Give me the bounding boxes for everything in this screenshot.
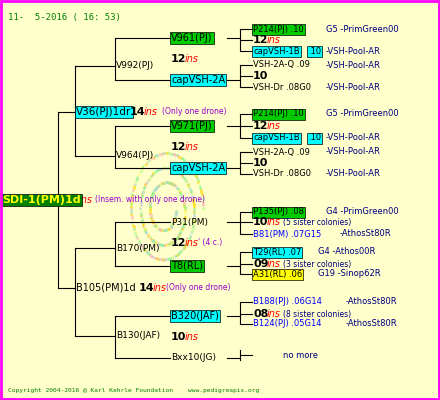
Text: no more: no more	[283, 350, 318, 360]
Text: ins: ins	[267, 259, 281, 269]
Text: VSH-Dr .08G0: VSH-Dr .08G0	[253, 82, 311, 92]
Text: B188(PJ) .06G14: B188(PJ) .06G14	[253, 298, 322, 306]
Text: ins: ins	[267, 309, 281, 319]
Text: 09: 09	[253, 259, 268, 269]
Text: B320(JAF): B320(JAF)	[171, 311, 219, 321]
Text: .10: .10	[308, 134, 321, 142]
Text: ins: ins	[79, 195, 93, 205]
Text: V971(PJ): V971(PJ)	[171, 121, 213, 131]
Text: 12: 12	[171, 238, 187, 248]
Text: B81(PM) .07G15: B81(PM) .07G15	[253, 230, 321, 238]
Text: G19 -Sinop62R: G19 -Sinop62R	[318, 270, 381, 278]
Text: (3 sister colonies): (3 sister colonies)	[283, 260, 351, 268]
Text: 10: 10	[171, 332, 187, 342]
Text: capVSH-1B: capVSH-1B	[253, 46, 300, 56]
Text: B130(JAF): B130(JAF)	[116, 332, 160, 340]
Text: -VSH-Pool-AR: -VSH-Pool-AR	[326, 134, 381, 142]
Text: ins: ins	[267, 217, 281, 227]
Text: 14: 14	[130, 107, 146, 117]
Text: 11-  5-2016 ( 16: 53): 11- 5-2016 ( 16: 53)	[8, 13, 121, 22]
Text: ins: ins	[267, 35, 281, 45]
Text: (8 sister colonies): (8 sister colonies)	[283, 310, 351, 318]
Text: 10: 10	[253, 158, 268, 168]
Text: -VSH-Pool-AR: -VSH-Pool-AR	[326, 148, 381, 156]
Text: 12: 12	[253, 121, 268, 131]
Text: -VSH-Pool-AR: -VSH-Pool-AR	[326, 60, 381, 70]
Text: Copyright 2004-2016 @ Karl Kehrle Foundation    www.pedigreapis.org: Copyright 2004-2016 @ Karl Kehrle Founda…	[8, 388, 259, 393]
Text: 08: 08	[253, 309, 268, 319]
Text: VSH-Dr .08G0: VSH-Dr .08G0	[253, 170, 311, 178]
Text: -VSH-Pool-AR: -VSH-Pool-AR	[326, 46, 381, 56]
Text: ins: ins	[185, 142, 199, 152]
Text: 12: 12	[171, 142, 187, 152]
Text: 10: 10	[253, 71, 268, 81]
Text: Bxx10(JG): Bxx10(JG)	[171, 354, 216, 362]
Text: capVSH-2A: capVSH-2A	[171, 75, 225, 85]
Text: T8(RL): T8(RL)	[171, 261, 203, 271]
Text: SDI-1(PM)1d: SDI-1(PM)1d	[2, 195, 81, 205]
Text: G4 -PrimGreen00: G4 -PrimGreen00	[326, 208, 399, 216]
Text: ins: ins	[185, 332, 199, 342]
Text: 12: 12	[171, 54, 187, 64]
Text: ins: ins	[185, 238, 199, 248]
Text: ' (4 c.): ' (4 c.)	[198, 238, 222, 248]
Text: -AthosSt80R: -AthosSt80R	[346, 298, 398, 306]
Text: ins: ins	[144, 107, 158, 117]
Text: B105(PM)1d: B105(PM)1d	[76, 283, 136, 293]
Text: V961(PJ): V961(PJ)	[171, 33, 213, 43]
Text: .10: .10	[308, 46, 321, 56]
Text: P31(PM): P31(PM)	[171, 218, 208, 226]
Text: 15: 15	[63, 194, 81, 206]
Text: B124(PJ) .05G14: B124(PJ) .05G14	[253, 320, 322, 328]
Text: V992(PJ): V992(PJ)	[116, 62, 154, 70]
Text: 10: 10	[253, 217, 268, 227]
Text: 14: 14	[139, 283, 154, 293]
Text: A31(RL) .06: A31(RL) .06	[253, 270, 302, 278]
Text: V36(PJ)1dr: V36(PJ)1dr	[76, 107, 131, 117]
Text: B170(PM): B170(PM)	[116, 244, 160, 252]
Text: -VSH-Pool-AR: -VSH-Pool-AR	[326, 170, 381, 178]
Text: ins: ins	[153, 283, 167, 293]
Text: -AthosSt80R: -AthosSt80R	[340, 230, 392, 238]
Text: (Insem. with only one drone): (Insem. with only one drone)	[95, 196, 205, 204]
Text: ins: ins	[185, 54, 199, 64]
Text: -VSH-Pool-AR: -VSH-Pool-AR	[326, 82, 381, 92]
Text: VSH-2A-Q .09: VSH-2A-Q .09	[253, 60, 310, 70]
Text: capVSH-2A: capVSH-2A	[171, 163, 225, 173]
Text: V964(PJ): V964(PJ)	[116, 152, 154, 160]
Text: G4 -Athos00R: G4 -Athos00R	[318, 248, 375, 256]
Text: VSH-2A-Q .09: VSH-2A-Q .09	[253, 148, 310, 156]
Text: 12: 12	[253, 35, 268, 45]
Text: P214(PJ) .10: P214(PJ) .10	[253, 24, 304, 34]
Text: (Only one drone): (Only one drone)	[162, 108, 227, 116]
Text: (Only one drone): (Only one drone)	[166, 284, 231, 292]
Text: (5 sister colonies): (5 sister colonies)	[283, 218, 351, 226]
Text: P214(PJ) .10: P214(PJ) .10	[253, 110, 304, 118]
Text: ins: ins	[267, 121, 281, 131]
Text: G5 -PrimGreen00: G5 -PrimGreen00	[326, 110, 399, 118]
Text: T29(RL) .07: T29(RL) .07	[253, 248, 301, 256]
Text: G5 -PrimGreen00: G5 -PrimGreen00	[326, 24, 399, 34]
Text: -AthosSt80R: -AthosSt80R	[346, 320, 398, 328]
Text: capVSH-1B: capVSH-1B	[253, 134, 300, 142]
Text: P135(PJ) .08: P135(PJ) .08	[253, 208, 304, 216]
